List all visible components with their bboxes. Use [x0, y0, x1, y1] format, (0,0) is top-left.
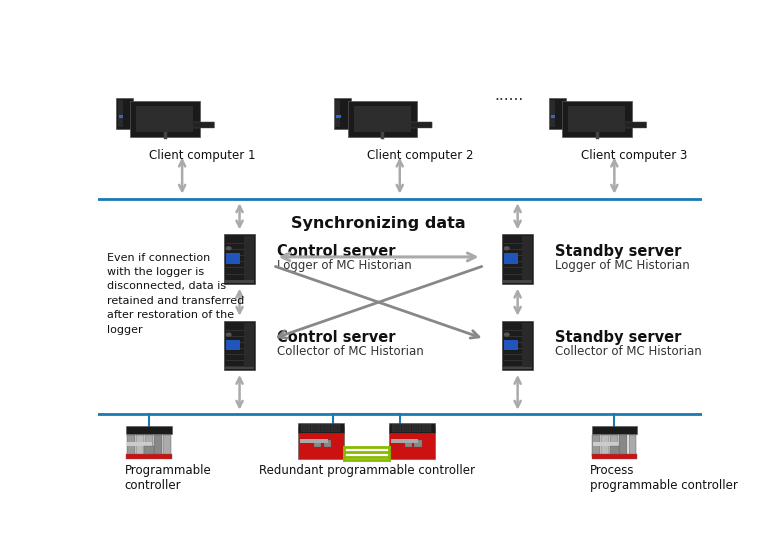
Bar [402, 424, 410, 432]
Text: Client computer 1: Client computer 1 [149, 149, 255, 162]
FancyBboxPatch shape [130, 101, 200, 137]
Bar [226, 340, 240, 351]
Bar [332, 424, 340, 432]
Bar [414, 440, 421, 447]
Text: Standby server: Standby server [555, 244, 682, 259]
Bar [592, 426, 637, 433]
Bar [592, 454, 637, 459]
FancyBboxPatch shape [348, 101, 417, 137]
Text: Standby server: Standby server [555, 330, 682, 345]
Bar [573, 126, 621, 130]
Bar [592, 435, 600, 456]
Bar [629, 435, 636, 456]
Bar [119, 115, 123, 118]
Bar [619, 435, 627, 456]
Bar [244, 323, 254, 368]
FancyBboxPatch shape [224, 320, 255, 370]
Bar [354, 106, 411, 132]
Circle shape [225, 333, 232, 337]
Bar [163, 435, 171, 456]
Bar [505, 340, 519, 351]
Bar [225, 367, 254, 369]
Bar [609, 446, 619, 454]
Text: Client computer 3: Client computer 3 [581, 149, 687, 162]
FancyBboxPatch shape [502, 234, 534, 284]
Bar [299, 426, 344, 459]
Bar [523, 236, 532, 282]
Text: Redundant programmable controller: Redundant programmable controller [258, 464, 474, 477]
Bar [523, 323, 532, 368]
Bar [144, 446, 154, 454]
FancyBboxPatch shape [562, 101, 632, 137]
Bar [321, 424, 330, 432]
Bar [136, 106, 193, 132]
Bar [551, 115, 555, 118]
FancyBboxPatch shape [380, 122, 432, 128]
FancyBboxPatch shape [502, 320, 534, 370]
Bar [550, 100, 555, 127]
Bar [336, 115, 341, 118]
Circle shape [225, 246, 232, 250]
Text: Even if connection
with the logger is
disconnected, data is
retained and transfe: Even if connection with the logger is di… [107, 253, 244, 334]
Bar [311, 424, 320, 432]
Bar [225, 281, 254, 283]
Bar [118, 100, 122, 127]
Bar [127, 442, 152, 446]
Bar [314, 440, 321, 447]
Bar [569, 106, 626, 132]
FancyBboxPatch shape [224, 234, 255, 284]
Bar [601, 435, 609, 456]
Bar [154, 435, 162, 456]
Bar [389, 426, 434, 459]
Text: Logger of MC Historian: Logger of MC Historian [555, 259, 690, 272]
Circle shape [504, 333, 510, 337]
Bar [593, 442, 618, 446]
FancyBboxPatch shape [162, 122, 214, 128]
Circle shape [504, 246, 510, 250]
Bar [503, 281, 532, 283]
Bar [301, 424, 310, 432]
Text: Control server: Control server [277, 330, 395, 345]
Bar [505, 254, 519, 264]
Bar [126, 426, 172, 433]
Bar [422, 424, 431, 432]
FancyBboxPatch shape [116, 98, 133, 129]
Bar [391, 439, 418, 444]
Bar [405, 440, 412, 447]
Text: ......: ...... [494, 88, 523, 102]
FancyBboxPatch shape [334, 98, 351, 129]
Text: Logger of MC Historian: Logger of MC Historian [277, 259, 412, 272]
Text: Synchronizing data: Synchronizing data [291, 216, 466, 231]
Bar [136, 435, 144, 456]
Bar [503, 367, 532, 369]
Bar [126, 454, 172, 459]
Bar [335, 100, 340, 127]
FancyBboxPatch shape [548, 98, 565, 129]
Text: Client computer 2: Client computer 2 [367, 149, 473, 162]
Bar [392, 424, 400, 432]
Text: Collector of MC Historian: Collector of MC Historian [555, 346, 702, 358]
Bar [324, 440, 331, 447]
Bar [300, 439, 328, 444]
Bar [145, 435, 153, 456]
Bar [389, 423, 434, 433]
Bar [611, 435, 619, 456]
Text: Process
programmable controller: Process programmable controller [590, 464, 738, 492]
Bar [140, 126, 189, 130]
Bar [127, 435, 135, 456]
Text: Programmable
controller: Programmable controller [125, 464, 211, 492]
Text: Collector of MC Historian: Collector of MC Historian [277, 346, 424, 358]
FancyBboxPatch shape [594, 122, 647, 128]
Bar [412, 424, 420, 432]
Bar [244, 236, 254, 282]
Bar [299, 423, 344, 433]
Text: Control server: Control server [277, 244, 395, 259]
Bar [226, 254, 240, 264]
Bar [358, 126, 406, 130]
